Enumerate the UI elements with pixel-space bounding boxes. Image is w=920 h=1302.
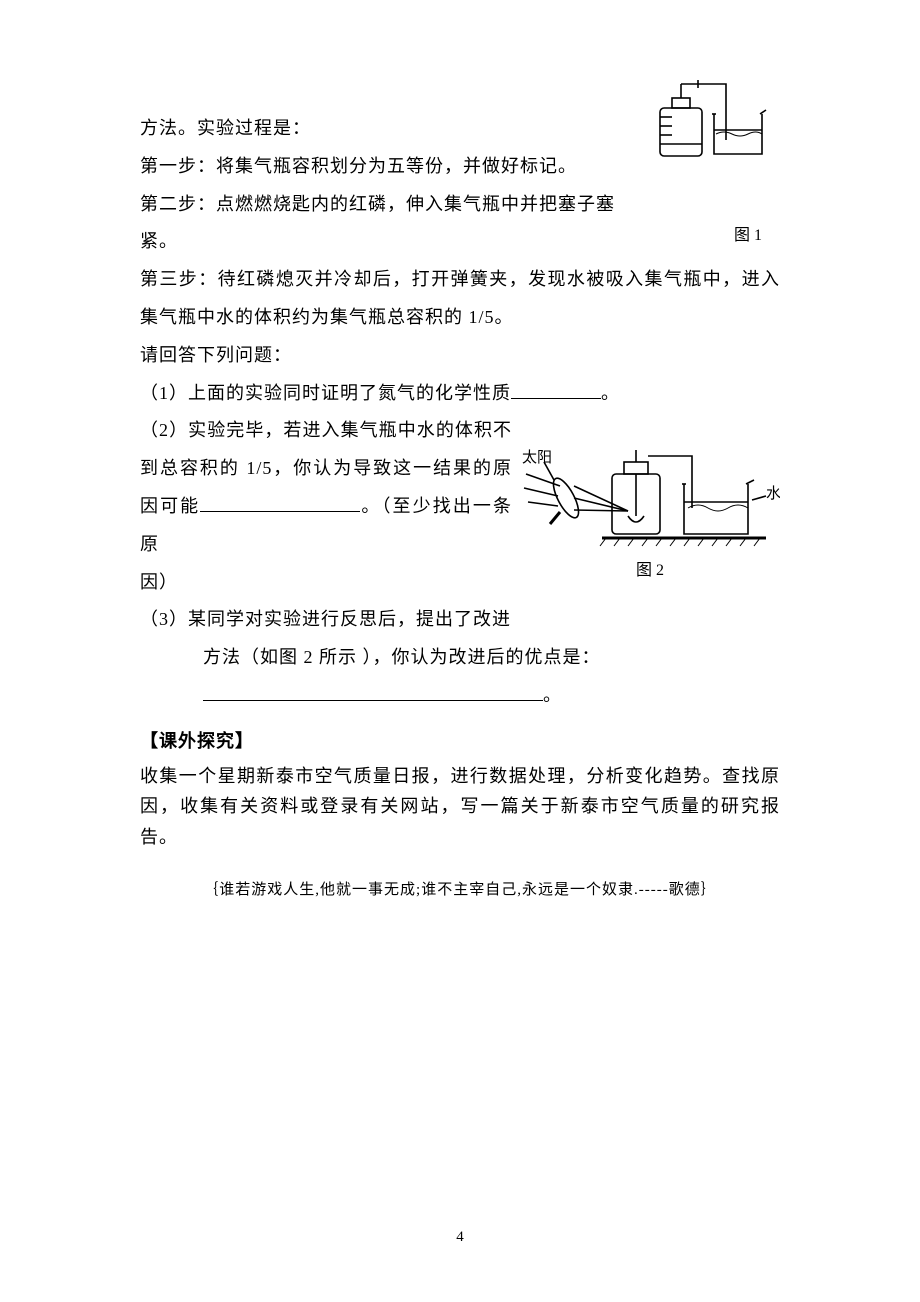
apparatus-lens-jar-beaker-icon: 太阳 水 xyxy=(520,446,780,558)
label-sun: 太阳 xyxy=(522,449,552,466)
figure-1-caption: 图 1 xyxy=(734,221,762,245)
question-3a: （3）某同学对实验进行反思后，提出了改进 xyxy=(140,601,780,639)
figure-2: 太阳 水 图 2 xyxy=(520,446,780,582)
paragraph-answer-lead: 请回答下列问题： xyxy=(140,337,780,375)
q3-blank-suffix: 。 xyxy=(543,685,562,705)
paragraph-step2: 第二步：点燃燃烧匙内的红磷，伸入集气瓶中并把塞子塞 xyxy=(140,186,780,224)
q1-blank xyxy=(511,380,601,399)
page-number: 4 xyxy=(0,1229,920,1246)
q1-prefix: （1）上面的实验同时证明了氮气的化学性质 xyxy=(140,383,511,403)
q1-suffix: 。 xyxy=(601,383,620,403)
q2-blank xyxy=(200,493,360,512)
question-1: （1）上面的实验同时证明了氮气的化学性质 。 xyxy=(140,375,780,413)
document-page: 方法。实验过程是： 第一步：将集气瓶容积划分为五等份，并做好标记。 第二步：点燃… xyxy=(0,0,920,1302)
q3-blank xyxy=(203,682,543,701)
apparatus-jar-beaker-icon xyxy=(650,80,780,162)
figure-1 xyxy=(650,80,780,162)
paragraph-step2b: 紧。 xyxy=(140,223,780,261)
extra-heading: 【课外探究】 xyxy=(140,723,780,761)
question-3-blank-line: 。 xyxy=(140,677,780,715)
extra-text: 收集一个星期新泰市空气质量日报，进行数据处理，分析变化趋势。查找原因，收集有关资… xyxy=(140,761,780,853)
paragraph-step3: 第三步：待红磷熄灭并冷却后，打开弹簧夹，发现水被吸入集气瓶中，进入集气瓶中水的体… xyxy=(140,261,780,337)
figure-2-caption: 图 2 xyxy=(520,560,780,582)
footer-quote: ｛谁若游戏人生,他就一事无成;谁不主宰自己,永远是一个奴隶.-----歌德｝ xyxy=(140,878,780,899)
question-3b: 方法（如图 2 所示 ），你认为改进后的优点是： xyxy=(140,639,780,677)
label-water: 水 xyxy=(766,485,780,502)
